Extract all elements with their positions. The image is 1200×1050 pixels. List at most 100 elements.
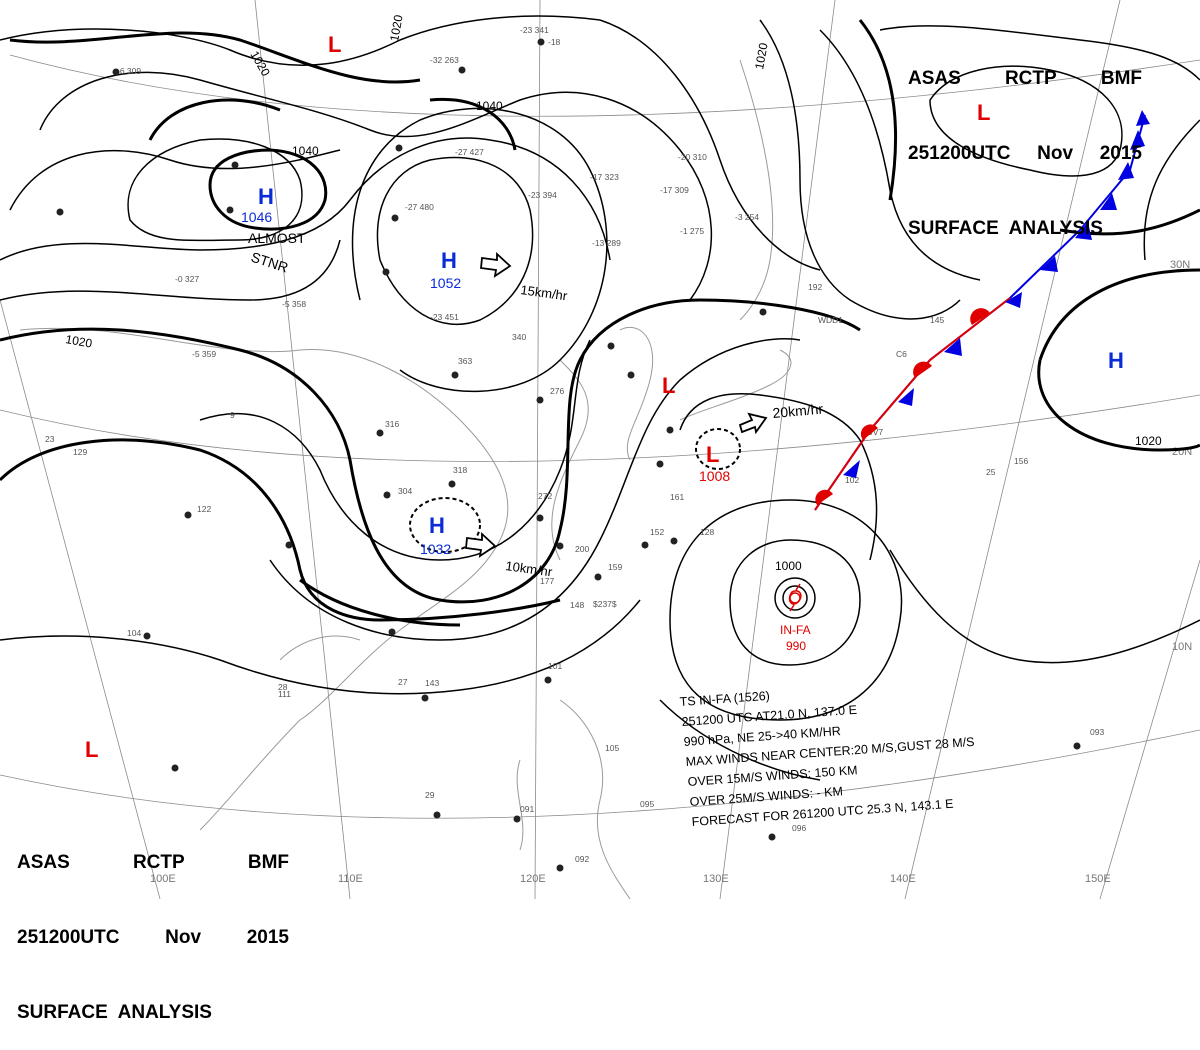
- isobar-label: 1040: [476, 99, 503, 113]
- station-plot: 9: [230, 410, 235, 420]
- station-plot: -6 309: [117, 66, 141, 76]
- low-symbol: L: [85, 737, 98, 762]
- lat-labels: 30N 20N 10N: [1170, 259, 1192, 653]
- lon-label: 120E: [520, 873, 546, 885]
- isobar-label: 1020: [387, 13, 405, 42]
- station-plot: 23: [45, 434, 55, 444]
- header-station: RCTP: [132, 852, 185, 873]
- high-note: STNR: [249, 249, 290, 276]
- station-plot: 156: [1014, 456, 1028, 466]
- station-plot: $237$: [593, 599, 617, 609]
- station-plot: -23 341: [520, 25, 549, 35]
- high-symbol: H: [441, 248, 457, 273]
- isobar-label: 1020: [1135, 434, 1162, 448]
- high-note: ALMOST: [248, 230, 306, 246]
- station-plot: -5 359: [192, 349, 216, 359]
- high-symbol: H: [429, 513, 445, 538]
- isobar-label: 1020: [64, 332, 93, 350]
- high-pressure: 1046: [241, 209, 272, 225]
- station-plot: -5 358: [282, 299, 306, 309]
- typhoon-icon: [788, 583, 802, 612]
- station-plot: -0 327: [175, 274, 199, 284]
- isobar-label: 1040: [292, 144, 319, 158]
- station-plot: 129: [73, 447, 87, 457]
- typhoon-info-line: TS IN-FA (1526): [679, 689, 770, 709]
- lon-labels: 100E 110E 120E 130E 140E 150E: [150, 873, 1111, 885]
- station-plot: 101: [548, 661, 562, 671]
- header-bottom-left: ASAS RCTP BMF 251200UTC Nov 2015 SURFACE…: [17, 800, 289, 1050]
- header-station: RCTP: [1004, 68, 1057, 89]
- station-plot: 159: [608, 562, 622, 572]
- high-pressure: 1052: [430, 275, 461, 291]
- station-plot: 363: [458, 356, 472, 366]
- lon-label: 130E: [703, 873, 729, 885]
- dashed-isobars: [409, 428, 741, 553]
- station-plot: 145: [930, 315, 944, 325]
- station-plot: 105: [605, 743, 619, 753]
- isobar-label: 1020: [247, 49, 273, 79]
- station-plot: -13 289: [592, 238, 621, 248]
- station-plot: 102: [845, 475, 859, 485]
- high-symbol: H: [1108, 348, 1124, 373]
- station-plot: -17 323: [590, 172, 619, 182]
- lon-label: 110E: [338, 873, 363, 885]
- high-centers: H 1046 ALMOST STNR H 1052 15km/hr H 1032…: [241, 184, 1124, 580]
- typhoon-info: TS IN-FA (1526) 251200 UTC AT21.0 N, 137…: [679, 689, 975, 829]
- header-code: BMF: [1100, 68, 1142, 89]
- station-plot: 095: [640, 799, 654, 809]
- lon-label: 150E: [1085, 873, 1111, 885]
- station-plot: 340: [512, 332, 526, 342]
- station-plot: 161: [670, 492, 684, 502]
- header-code: BMF: [247, 852, 289, 873]
- low-symbol: L: [977, 100, 990, 125]
- station-plot: 304: [398, 486, 412, 496]
- header-time: 251200UTC: [17, 927, 120, 948]
- station-plot: -1 275: [680, 226, 704, 236]
- isobars: [0, 15, 1200, 781]
- header-agency: ASAS: [17, 852, 70, 873]
- header-month: Nov: [1037, 143, 1074, 164]
- station-plots: -23 341 -18 -32 263 -27 427 -20 310 -17 …: [45, 25, 1104, 864]
- station-plot: -3 254: [735, 212, 759, 222]
- station-plot: 200: [575, 544, 589, 554]
- station-plot: 28: [278, 682, 288, 692]
- low-centers: L L L 1008 20km/hr L L: [85, 32, 990, 762]
- high-motion: 10km/hr: [505, 558, 554, 579]
- typhoon-center: IN-FA 990: [780, 583, 811, 653]
- station-plot: 122: [197, 504, 211, 514]
- station-plot: -18: [548, 37, 561, 47]
- station-plot: 25: [986, 467, 996, 477]
- station-plot: 272: [538, 491, 552, 501]
- warm-front-semicircles: [815, 308, 990, 505]
- header-top-right: ASAS RCTP BMF 251200UTC Nov 2015 SURFACE…: [908, 16, 1142, 266]
- station-plot: -27 480: [405, 202, 434, 212]
- station-plot: 111: [278, 689, 291, 699]
- station-plot: -23 451: [430, 312, 459, 322]
- header-agency: ASAS: [908, 68, 961, 89]
- low-pressure: 1008: [699, 468, 730, 484]
- station-plot: 27: [398, 677, 408, 687]
- lon-label: 140E: [890, 873, 916, 885]
- cold-front-triangles: [843, 110, 1150, 478]
- station-plot: 177: [540, 576, 554, 586]
- station-plot: 318: [453, 465, 467, 475]
- header-title: SURFACE ANALYSIS: [908, 218, 1103, 239]
- high-symbol: H: [258, 184, 274, 209]
- low-symbol: L: [706, 442, 719, 467]
- lat-label: 10N: [1172, 641, 1192, 653]
- station-plot: WDD1: [818, 315, 843, 325]
- header-year: 2015: [246, 927, 289, 948]
- lat-label: 30N: [1170, 259, 1190, 271]
- low-symbol: L: [328, 32, 341, 57]
- station-plot: 29: [425, 790, 435, 800]
- station-plot: -17 309: [660, 185, 689, 195]
- station-plot: 192: [808, 282, 822, 292]
- station-plot: 091: [520, 804, 534, 814]
- station-plot: 096: [792, 823, 806, 833]
- station-plot: 143: [425, 678, 439, 688]
- station-plot: 104: [127, 628, 141, 638]
- station-plot: 128: [700, 527, 714, 537]
- station-plot: 316: [385, 419, 399, 429]
- low-motion: 20km/hr: [772, 401, 824, 421]
- station-plot: -23 394: [528, 190, 557, 200]
